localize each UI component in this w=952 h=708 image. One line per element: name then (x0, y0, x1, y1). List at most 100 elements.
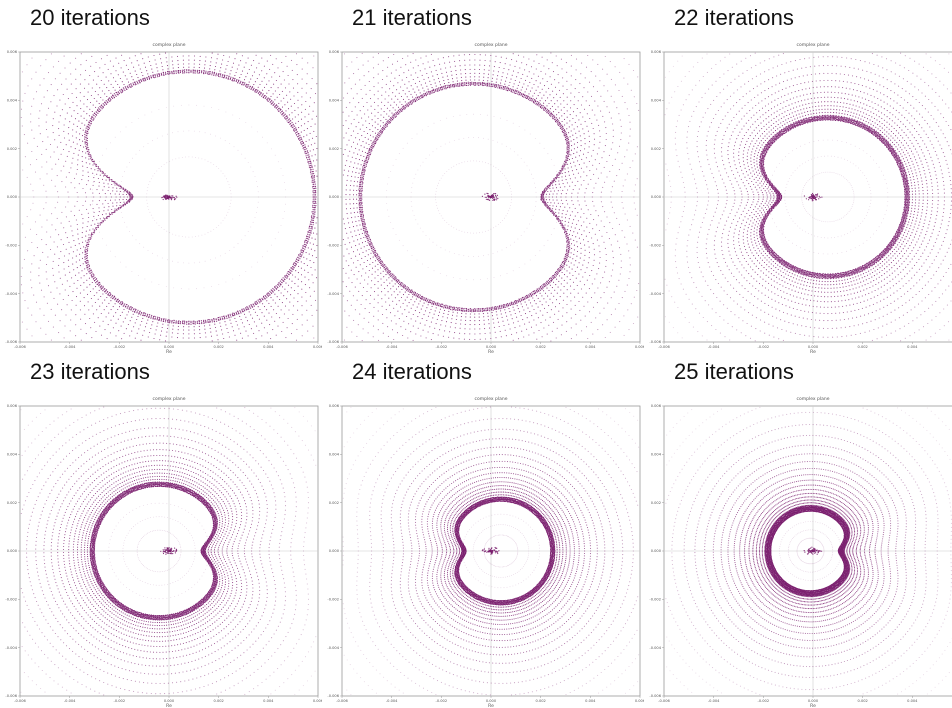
boundary-point (265, 97, 267, 99)
boundary-point (313, 211, 315, 213)
orbit-point (76, 105, 78, 107)
orbit-point (290, 125, 292, 128)
interior-point (226, 214, 227, 216)
boundary-point (278, 107, 280, 109)
boundary-point (275, 104, 278, 106)
orbit-point (142, 58, 144, 60)
orbit-point (273, 83, 275, 85)
boundary-point (303, 250, 305, 252)
orbit-point (301, 281, 303, 283)
orbit-point (580, 216, 582, 218)
orbit-point (205, 56, 207, 58)
orbit-point (456, 315, 458, 317)
boundary-point (299, 134, 301, 136)
orbit-point (353, 185, 355, 187)
orbit-point (277, 87, 279, 89)
orbit-point (359, 110, 361, 112)
orbit-point (398, 92, 400, 94)
orbit-point (574, 165, 576, 167)
orbit-point (391, 63, 394, 65)
orbit-point (509, 311, 511, 313)
orbit-point (188, 66, 190, 68)
interior-point (213, 164, 215, 165)
orbit-point (583, 212, 585, 215)
orbit-point (576, 223, 578, 225)
orbit-point (342, 267, 344, 270)
orbit-point (576, 250, 579, 253)
orbit-point (285, 282, 287, 284)
interior-point (188, 130, 190, 132)
orbit-point (20, 108, 23, 110)
orbit-point (624, 236, 626, 238)
orbit-point (566, 88, 568, 91)
orbit-point (285, 110, 287, 112)
orbit-point (98, 207, 100, 209)
orbit-point (377, 105, 379, 107)
interior-point (120, 212, 122, 213)
orbit-point (274, 320, 276, 322)
orbit-point (573, 128, 575, 130)
orbit-point (147, 73, 149, 75)
orbit-point (446, 317, 448, 319)
orbit-point (628, 63, 630, 65)
boundary-point (186, 70, 188, 72)
boundary-point (171, 320, 173, 322)
orbit-point (574, 304, 576, 306)
orbit-point (598, 245, 600, 247)
orbit-point (298, 254, 300, 256)
orbit-point (118, 330, 120, 332)
orbit-point (310, 266, 312, 269)
orbit-point (69, 121, 71, 123)
orbit-point (90, 327, 92, 329)
orbit-point (445, 325, 447, 327)
orbit-point (131, 330, 133, 332)
orbit-point (500, 310, 502, 312)
interior-point (193, 262, 195, 264)
boundary-point (219, 316, 221, 318)
boundary-point (156, 317, 158, 319)
orbit-point (417, 65, 419, 67)
orbit-point (305, 300, 307, 302)
boundary-point (128, 191, 130, 193)
boundary-point (175, 320, 177, 322)
boundary-point (309, 234, 311, 236)
orbit-point (357, 259, 359, 262)
interior-point (156, 137, 158, 139)
orbit-point (30, 209, 32, 211)
orbit-point (412, 53, 414, 55)
boundary-point (312, 194, 314, 196)
orbit-point (429, 326, 431, 328)
orbit-point (50, 101, 52, 103)
orbit-point (588, 257, 590, 259)
boundary-point (97, 107, 99, 109)
orbit-point (584, 143, 586, 145)
orbit-point (624, 156, 626, 158)
boundary-point (543, 203, 545, 205)
orbit-point (358, 139, 361, 141)
orbit-point (306, 241, 309, 243)
orbit-point (92, 104, 94, 106)
boundary-point (250, 88, 252, 90)
orbit-point (573, 148, 575, 150)
boundary-point (104, 288, 106, 290)
orbit-point (27, 85, 29, 87)
y-tick-label: -0.002 (327, 244, 339, 248)
orbit-point (57, 303, 59, 305)
orbit-point (382, 122, 384, 124)
orbit-point (514, 65, 516, 67)
boundary-point (543, 201, 545, 204)
orbit-point (523, 336, 525, 338)
boundary-point (169, 319, 171, 322)
orbit-point (258, 330, 260, 332)
boundary-point (179, 323, 181, 325)
boundary-point (307, 231, 309, 233)
orbit-point (533, 83, 535, 86)
orbit-point (371, 273, 373, 275)
orbit-point (570, 54, 572, 56)
boundary-point (109, 98, 111, 100)
orbit-point (377, 339, 380, 341)
orbit-point (524, 313, 527, 315)
boundary-point (124, 189, 126, 192)
boundary-point (194, 70, 196, 72)
orbit-point (79, 83, 81, 85)
